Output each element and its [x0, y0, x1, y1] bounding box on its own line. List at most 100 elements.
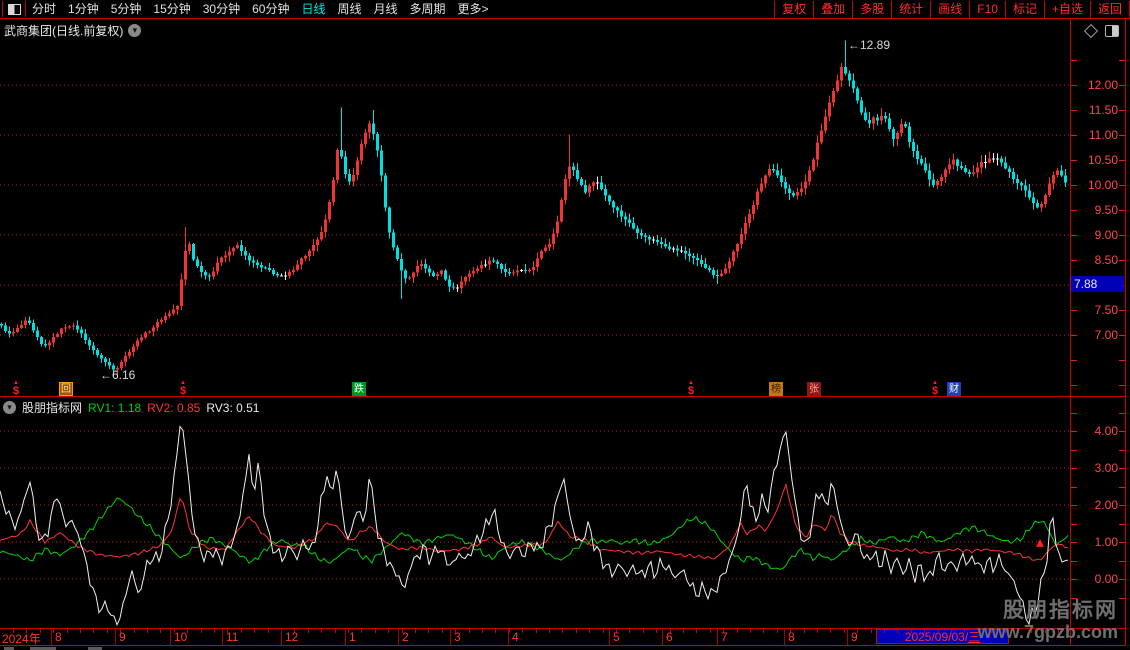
- watermark: 股朋指标网 www.7gpzb.com: [978, 600, 1118, 643]
- minor-tick: [321, 629, 322, 633]
- minor-tick: [294, 629, 295, 633]
- menu-item-标记[interactable]: 标记: [1004, 0, 1044, 18]
- low-annotation: ←6.16: [100, 368, 136, 382]
- menu-item-画线[interactable]: 画线: [930, 0, 969, 18]
- layout-toggle-icon[interactable]: [2, 1, 26, 17]
- ind-label-4.00: 4.00: [1094, 424, 1118, 438]
- price-tick: [1119, 260, 1125, 261]
- chart-title-row: 武商集团(日线.前复权) ▾: [4, 22, 142, 39]
- price-label-7.00: 7.00: [1094, 328, 1118, 342]
- price-label-11.50: 11.50: [1088, 103, 1118, 117]
- chevron-down-icon[interactable]: ▾: [128, 24, 142, 37]
- ind-tick: [1119, 560, 1125, 562]
- minor-tick: [844, 629, 845, 633]
- money-signal-icon[interactable]: ▲ $: [685, 380, 697, 397]
- menu-item-分时[interactable]: 分时: [32, 2, 57, 16]
- minor-tick: [857, 629, 858, 633]
- indicator-chart[interactable]: [0, 398, 1070, 628]
- price-tick: [1071, 310, 1077, 311]
- menu-item-返回[interactable]: 返回: [1089, 0, 1130, 18]
- price-tick: [1119, 310, 1125, 311]
- month-label-10: 10: [174, 630, 188, 644]
- candles-flat-body: [280, 158, 999, 289]
- date-text: 2025/09/03/: [904, 630, 969, 644]
- minor-tick: [938, 629, 939, 633]
- minor-tick: [589, 629, 590, 633]
- minor-tick: [93, 629, 94, 633]
- split-view-icon[interactable]: [1105, 25, 1119, 37]
- ind-tick: [1119, 431, 1125, 432]
- ind-tick: [1119, 579, 1125, 580]
- menu-item-1分钟[interactable]: 1分钟: [68, 2, 99, 16]
- weekday-text: 三: [968, 630, 981, 644]
- right-edge-border: [1125, 19, 1126, 646]
- high-annotation: ←12.89: [848, 38, 891, 52]
- money-signal-icon[interactable]: ▲ $: [929, 380, 941, 397]
- month-separator: [222, 629, 223, 645]
- price-tick: [1119, 335, 1125, 336]
- ind-label-0.00: 0.00: [1094, 572, 1118, 586]
- minor-tick: [562, 629, 563, 633]
- menu-item-30分钟[interactable]: 30分钟: [202, 2, 241, 16]
- candlestick-chart[interactable]: [0, 40, 1070, 396]
- month-separator: [662, 629, 663, 645]
- menu-item-复权[interactable]: 复权: [774, 0, 813, 18]
- menu-item-多周期[interactable]: 多周期: [409, 2, 446, 16]
- minor-tick: [991, 629, 992, 633]
- price-tick: [1119, 210, 1125, 211]
- minor-tick: [897, 629, 898, 633]
- menu-item-日线[interactable]: 日线: [301, 2, 326, 16]
- diamond-icon[interactable]: [1083, 23, 1099, 39]
- event-badge-回[interactable]: 回: [59, 382, 73, 396]
- month-label-2024年: 2024年: [2, 632, 41, 646]
- month-separator: [717, 629, 718, 645]
- menu-item-15分钟[interactable]: 15分钟: [153, 2, 191, 16]
- menu-item-F10[interactable]: F10: [969, 0, 1005, 18]
- minor-tick: [361, 629, 362, 633]
- price-tick: [1119, 185, 1125, 186]
- minor-tick: [924, 629, 925, 633]
- menu-item-多股[interactable]: 多股: [852, 0, 891, 18]
- menu-item-月线[interactable]: 月线: [373, 2, 398, 16]
- up-arrow-icon: ▲: [932, 380, 938, 386]
- event-badge-榜[interactable]: 榜: [769, 382, 783, 396]
- event-badge-跌[interactable]: 跌: [352, 382, 366, 396]
- candles-down-body: [0, 67, 1067, 370]
- toolbar-divider: [0, 18, 1130, 19]
- menu-item-更多>[interactable]: 更多>: [457, 2, 489, 16]
- month-separator: [115, 629, 116, 645]
- event-badge-张[interactable]: 张: [807, 382, 821, 396]
- price-tick: [1119, 85, 1125, 86]
- minor-tick: [348, 629, 349, 633]
- minor-tick: [160, 629, 161, 633]
- minor-tick: [402, 629, 403, 633]
- event-badge-财[interactable]: 财: [947, 382, 961, 396]
- current-date-badge[interactable]: 2025/09/03/三: [876, 629, 1009, 644]
- menu-item-统计[interactable]: 统计: [891, 0, 930, 18]
- minor-tick: [53, 629, 54, 633]
- menu-item-周线[interactable]: 周线: [337, 2, 362, 16]
- rv1-value: RV1: 1.18: [88, 400, 142, 415]
- price-tick: [1071, 185, 1077, 186]
- minor-tick: [147, 629, 148, 633]
- month-separator: [609, 629, 610, 645]
- menu-item-叠加[interactable]: 叠加: [813, 0, 852, 18]
- price-tick: [1119, 60, 1125, 61]
- minor-tick: [683, 629, 684, 633]
- bottom-strip-fragment: [30, 647, 56, 650]
- menu-item-60分钟[interactable]: 60分钟: [252, 2, 290, 16]
- chevron-down-icon[interactable]: ▾: [3, 401, 16, 414]
- money-signal-icon[interactable]: ▲ $: [10, 380, 22, 397]
- chart-title: 武商集团(日线.前复权): [4, 24, 124, 38]
- month-separator: [345, 629, 346, 645]
- minor-tick: [696, 629, 697, 633]
- minor-tick: [536, 629, 537, 633]
- menu-item-+自选[interactable]: +自选: [1043, 0, 1090, 18]
- rv3-value: RV3: 0.51: [206, 400, 260, 415]
- minor-tick: [80, 629, 81, 633]
- money-signal-icon[interactable]: ▲ $: [177, 380, 189, 397]
- month-label-5: 5: [613, 630, 620, 644]
- menu-item-5分钟[interactable]: 5分钟: [110, 2, 142, 16]
- price-tick: [1119, 160, 1125, 161]
